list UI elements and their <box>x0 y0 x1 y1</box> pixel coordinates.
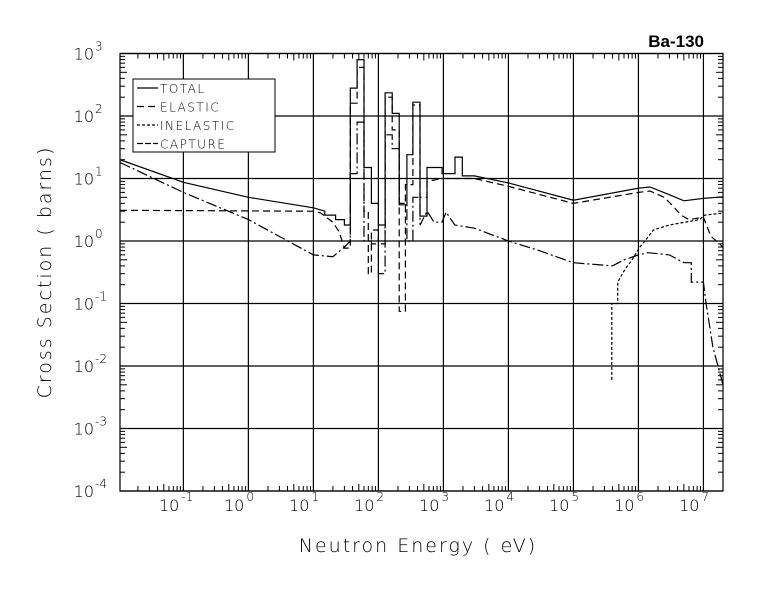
y-tick-exponent: 2 <box>95 102 103 116</box>
x-tick-label: 10 <box>679 496 699 515</box>
y-tick-label: 10 <box>74 170 94 189</box>
x-tick-labels: 10 -1 10 0 10 1 10 2 10 3 10 4 10 5 10 6 10 7 <box>159 490 709 515</box>
y-tick-label: 10 <box>74 45 94 64</box>
series-inelastic <box>611 212 724 380</box>
x-tick-exponent: 6 <box>636 490 644 504</box>
chart-title: Ba-130 <box>648 32 704 51</box>
y-tick-exponent: -2 <box>95 352 107 366</box>
legend-label-total: TOTAL <box>160 82 206 96</box>
x-tick-label: 10 <box>614 496 634 515</box>
x-tick-exponent: 1 <box>311 490 319 504</box>
y-tick-label: 10 <box>74 232 94 251</box>
x-tick-exponent: 4 <box>506 490 514 504</box>
y-tick-label: 10 <box>74 107 94 126</box>
x-tick-exponent: 7 <box>701 490 709 504</box>
series-elastic <box>119 66 724 312</box>
series-capture <box>119 121 724 385</box>
y-axis-label: Cross Section ( barns) <box>34 146 56 399</box>
y-tick-label: 10 <box>74 357 94 376</box>
y-tick-exponent: -4 <box>95 477 107 491</box>
y-tick-exponent: -1 <box>95 290 107 304</box>
series-total <box>119 58 724 226</box>
x-tick-label: 10 <box>224 496 244 515</box>
legend: TOTAL ELASTIC INELASTIC CAPTURE <box>132 78 276 153</box>
series-lines <box>119 58 724 385</box>
x-tick-exponent: 3 <box>441 490 449 504</box>
x-tick-label: 10 <box>419 496 439 515</box>
minor-ticks <box>120 53 724 491</box>
y-tick-label: 10 <box>74 482 94 501</box>
x-tick-label: 10 <box>484 496 504 515</box>
y-tick-exponent: 0 <box>95 227 103 241</box>
x-tick-label: 10 <box>549 496 569 515</box>
x-tick-exponent: -1 <box>181 490 193 504</box>
legend-label-capture: CAPTURE <box>160 138 226 152</box>
x-tick-exponent: 0 <box>246 490 254 504</box>
legend-label-elastic: ELASTIC <box>160 101 220 115</box>
x-tick-exponent: 2 <box>376 490 384 504</box>
y-tick-label: 10 <box>74 295 94 314</box>
y-tick-exponent: -3 <box>95 415 107 429</box>
x-tick-label: 10 <box>159 496 179 515</box>
legend-label-inelastic: INELASTIC <box>160 119 236 133</box>
x-axis-label: Neutron Energy ( eV) <box>299 535 537 557</box>
plot-frame <box>119 52 724 492</box>
x-tick-label: 10 <box>354 496 374 515</box>
x-tick-label: 10 <box>289 496 309 515</box>
y-tick-exponent: 1 <box>95 165 103 179</box>
y-tick-label: 10 <box>74 420 94 439</box>
y-tick-exponent: 3 <box>95 40 103 54</box>
x-tick-exponent: 5 <box>571 490 579 504</box>
legend-box <box>132 78 276 153</box>
